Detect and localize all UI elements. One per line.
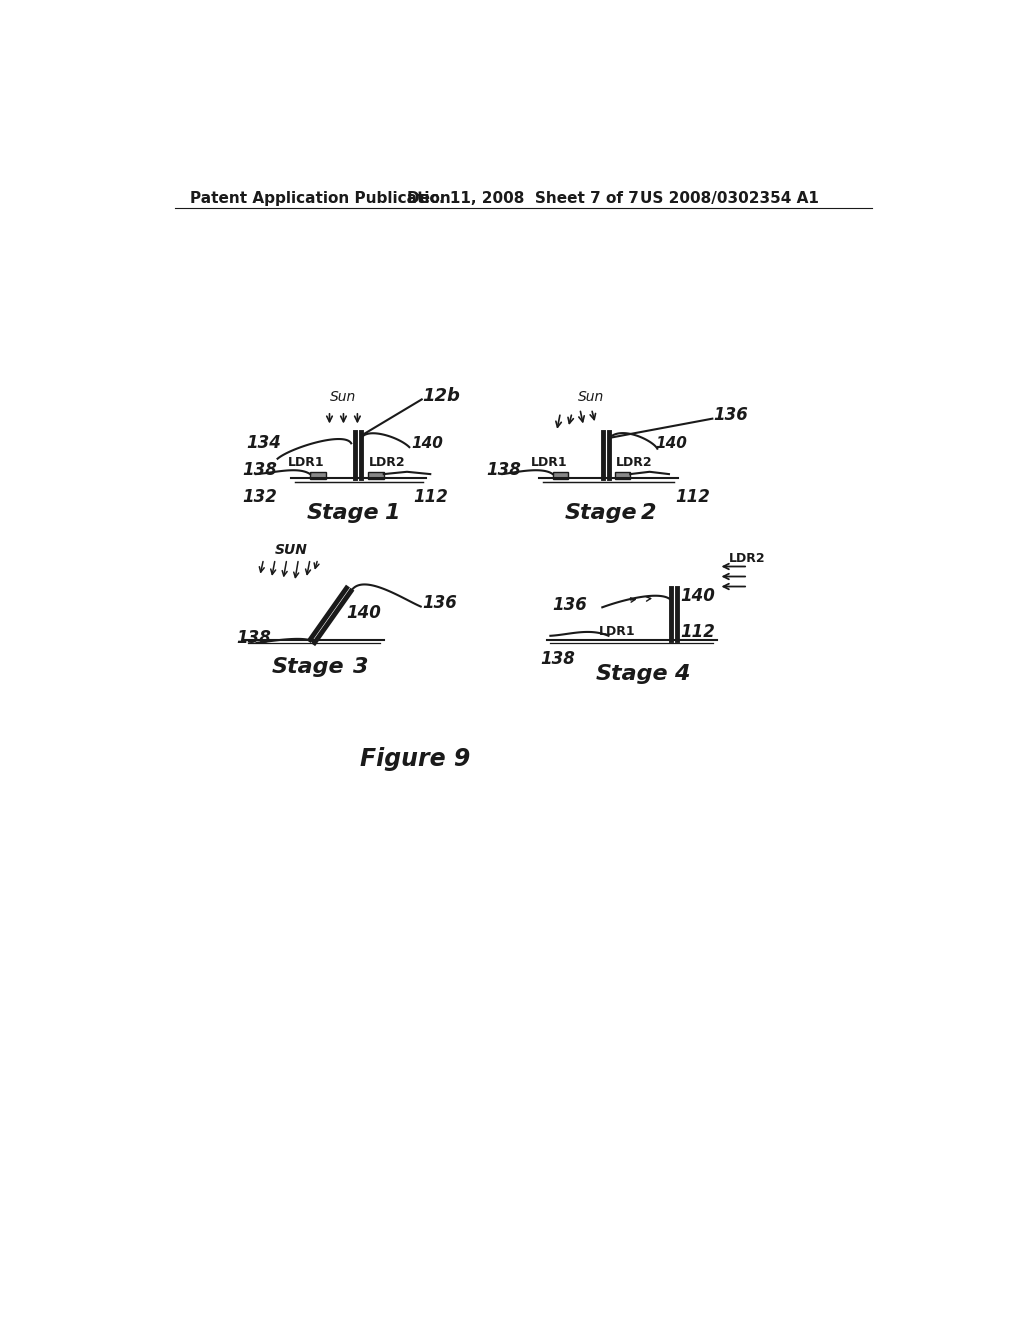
Text: SUN: SUN (274, 543, 307, 557)
Text: 136: 136 (552, 597, 587, 614)
Text: 112: 112 (680, 623, 715, 642)
Text: 138: 138 (243, 461, 278, 479)
Text: Patent Application Publication: Patent Application Publication (190, 191, 451, 206)
Text: 138: 138 (486, 461, 521, 479)
Text: LDR1: LDR1 (288, 455, 325, 469)
Text: LDR1: LDR1 (530, 455, 567, 469)
Text: LDR1: LDR1 (599, 626, 636, 639)
Text: 132: 132 (243, 488, 278, 506)
Bar (369, 471, 384, 479)
Text: 1: 1 (384, 503, 399, 523)
Text: Stage: Stage (307, 503, 380, 523)
Text: 3: 3 (352, 656, 369, 677)
Text: Sun: Sun (331, 391, 356, 404)
Text: 138: 138 (541, 649, 575, 668)
Text: 136: 136 (713, 405, 748, 424)
Text: 140: 140 (680, 587, 715, 605)
Text: LDR2: LDR2 (729, 552, 765, 565)
Text: Stage: Stage (564, 503, 637, 523)
Text: LDR2: LDR2 (370, 455, 406, 469)
Text: US 2008/0302354 A1: US 2008/0302354 A1 (640, 191, 818, 206)
Text: Dec. 11, 2008  Sheet 7 of 7: Dec. 11, 2008 Sheet 7 of 7 (407, 191, 639, 206)
Text: Sun: Sun (579, 391, 604, 404)
Text: LDR2: LDR2 (615, 455, 652, 469)
Text: Stage: Stage (595, 664, 668, 684)
Text: 112: 112 (675, 488, 710, 506)
Text: 136: 136 (422, 594, 457, 611)
Text: 4: 4 (675, 664, 690, 684)
Text: 112: 112 (414, 488, 449, 506)
Text: 2: 2 (641, 503, 656, 523)
Bar (553, 471, 568, 479)
Text: 140: 140 (346, 603, 381, 622)
Text: 140: 140 (655, 436, 688, 451)
Text: Stage: Stage (271, 656, 344, 677)
Text: 134: 134 (246, 434, 281, 453)
Bar (614, 471, 630, 479)
Text: 140: 140 (411, 436, 442, 451)
Bar (310, 471, 326, 479)
Text: Figure 9: Figure 9 (359, 747, 470, 771)
Text: 12b: 12b (423, 387, 461, 404)
Text: 138: 138 (237, 630, 271, 647)
